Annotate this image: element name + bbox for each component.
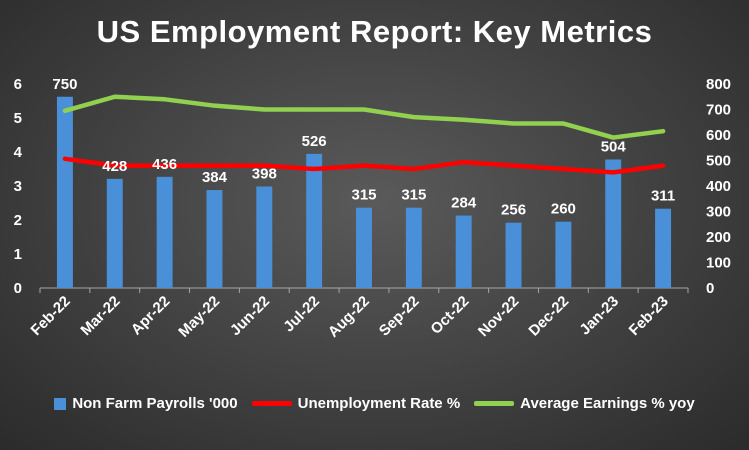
- legend-item-unemployment: Unemployment Rate %: [251, 395, 461, 412]
- y-right-tick-label: 200: [706, 229, 731, 246]
- series-line: [62, 94, 666, 140]
- legend-swatch-unemployment: [251, 401, 292, 406]
- x-tick-label: Nov-22: [475, 293, 522, 340]
- y-right-tick-label: 500: [706, 153, 731, 170]
- data-label: 260: [551, 201, 576, 218]
- series-line: [62, 156, 666, 175]
- chart-title: US Employment Report: Key Metrics: [96, 14, 653, 49]
- x-tick-label: Jun-22: [227, 293, 273, 339]
- legend-label-unemployment: Unemployment Rate %: [297, 395, 461, 412]
- y-right-tick-label: 700: [706, 102, 731, 119]
- y-right-tick-label: 0: [706, 280, 714, 297]
- x-tick-label: Feb-23: [626, 293, 672, 339]
- bar: [405, 207, 422, 288]
- data-label: 428: [102, 158, 127, 175]
- x-tick-label: Apr-22: [128, 293, 174, 339]
- y-right-tick-label: 100: [706, 255, 731, 272]
- data-label: 384: [202, 169, 228, 186]
- bar: [306, 153, 323, 288]
- bar: [655, 208, 672, 288]
- y-left-tick-label: 5: [14, 110, 22, 127]
- bar: [156, 176, 173, 288]
- y-right-tick-label: 400: [706, 178, 731, 195]
- data-label: 315: [401, 187, 426, 204]
- data-label: 256: [501, 202, 526, 219]
- x-tick-label: Mar-22: [77, 293, 123, 339]
- y-left-tick-label: 0: [14, 280, 22, 297]
- y-left-tick-label: 3: [14, 178, 22, 195]
- data-label: 311: [651, 188, 675, 205]
- legend-item-earnings: Average Earnings % yoy: [474, 395, 695, 412]
- bar: [555, 221, 572, 288]
- x-tick-label: Aug-22: [325, 293, 373, 341]
- data-label: 284: [451, 195, 477, 212]
- x-tick-label: May-22: [175, 293, 223, 341]
- x-tick-label: Oct-22: [427, 293, 472, 338]
- x-tick-label: Jul-22: [280, 293, 323, 336]
- legend-swatch-earnings: [474, 401, 515, 406]
- legend-label-payrolls: Non Farm Payrolls '000: [72, 395, 238, 412]
- x-tick-label: Feb-22: [28, 293, 74, 339]
- bar: [356, 207, 372, 288]
- bar: [56, 96, 73, 288]
- data-label: 526: [302, 133, 327, 150]
- bar: [256, 186, 273, 288]
- y-right-tick-label: 600: [706, 127, 731, 144]
- data-label: 750: [52, 76, 77, 93]
- y-left-tick-label: 4: [14, 144, 23, 161]
- y-right-tick-label: 800: [706, 76, 731, 93]
- y-right-tick-label: 300: [706, 204, 731, 221]
- x-tick-label: Dec-22: [525, 293, 572, 340]
- bar: [106, 178, 123, 288]
- y-left-tick-label: 2: [14, 212, 22, 229]
- bar: [505, 222, 522, 288]
- legend-item-payrolls: Non Farm Payrolls '000: [54, 395, 238, 412]
- data-label: 436: [152, 156, 177, 173]
- y-left-tick-label: 6: [14, 76, 22, 93]
- bar: [206, 190, 223, 288]
- legend-label-earnings: Average Earnings % yoy: [520, 395, 695, 412]
- data-label: 504: [601, 138, 627, 155]
- x-tick-label: Jan-23: [576, 293, 622, 339]
- data-label: 315: [351, 187, 376, 204]
- bar: [455, 215, 472, 288]
- data-label: 398: [252, 166, 277, 183]
- legend-swatch-payrolls: [54, 397, 67, 410]
- y-left-tick-label: 1: [14, 246, 22, 263]
- x-tick-label: Sep-22: [376, 293, 423, 340]
- bar: [605, 159, 622, 288]
- legend: Non Farm Payrolls '000 Unemployment Rate…: [0, 395, 749, 412]
